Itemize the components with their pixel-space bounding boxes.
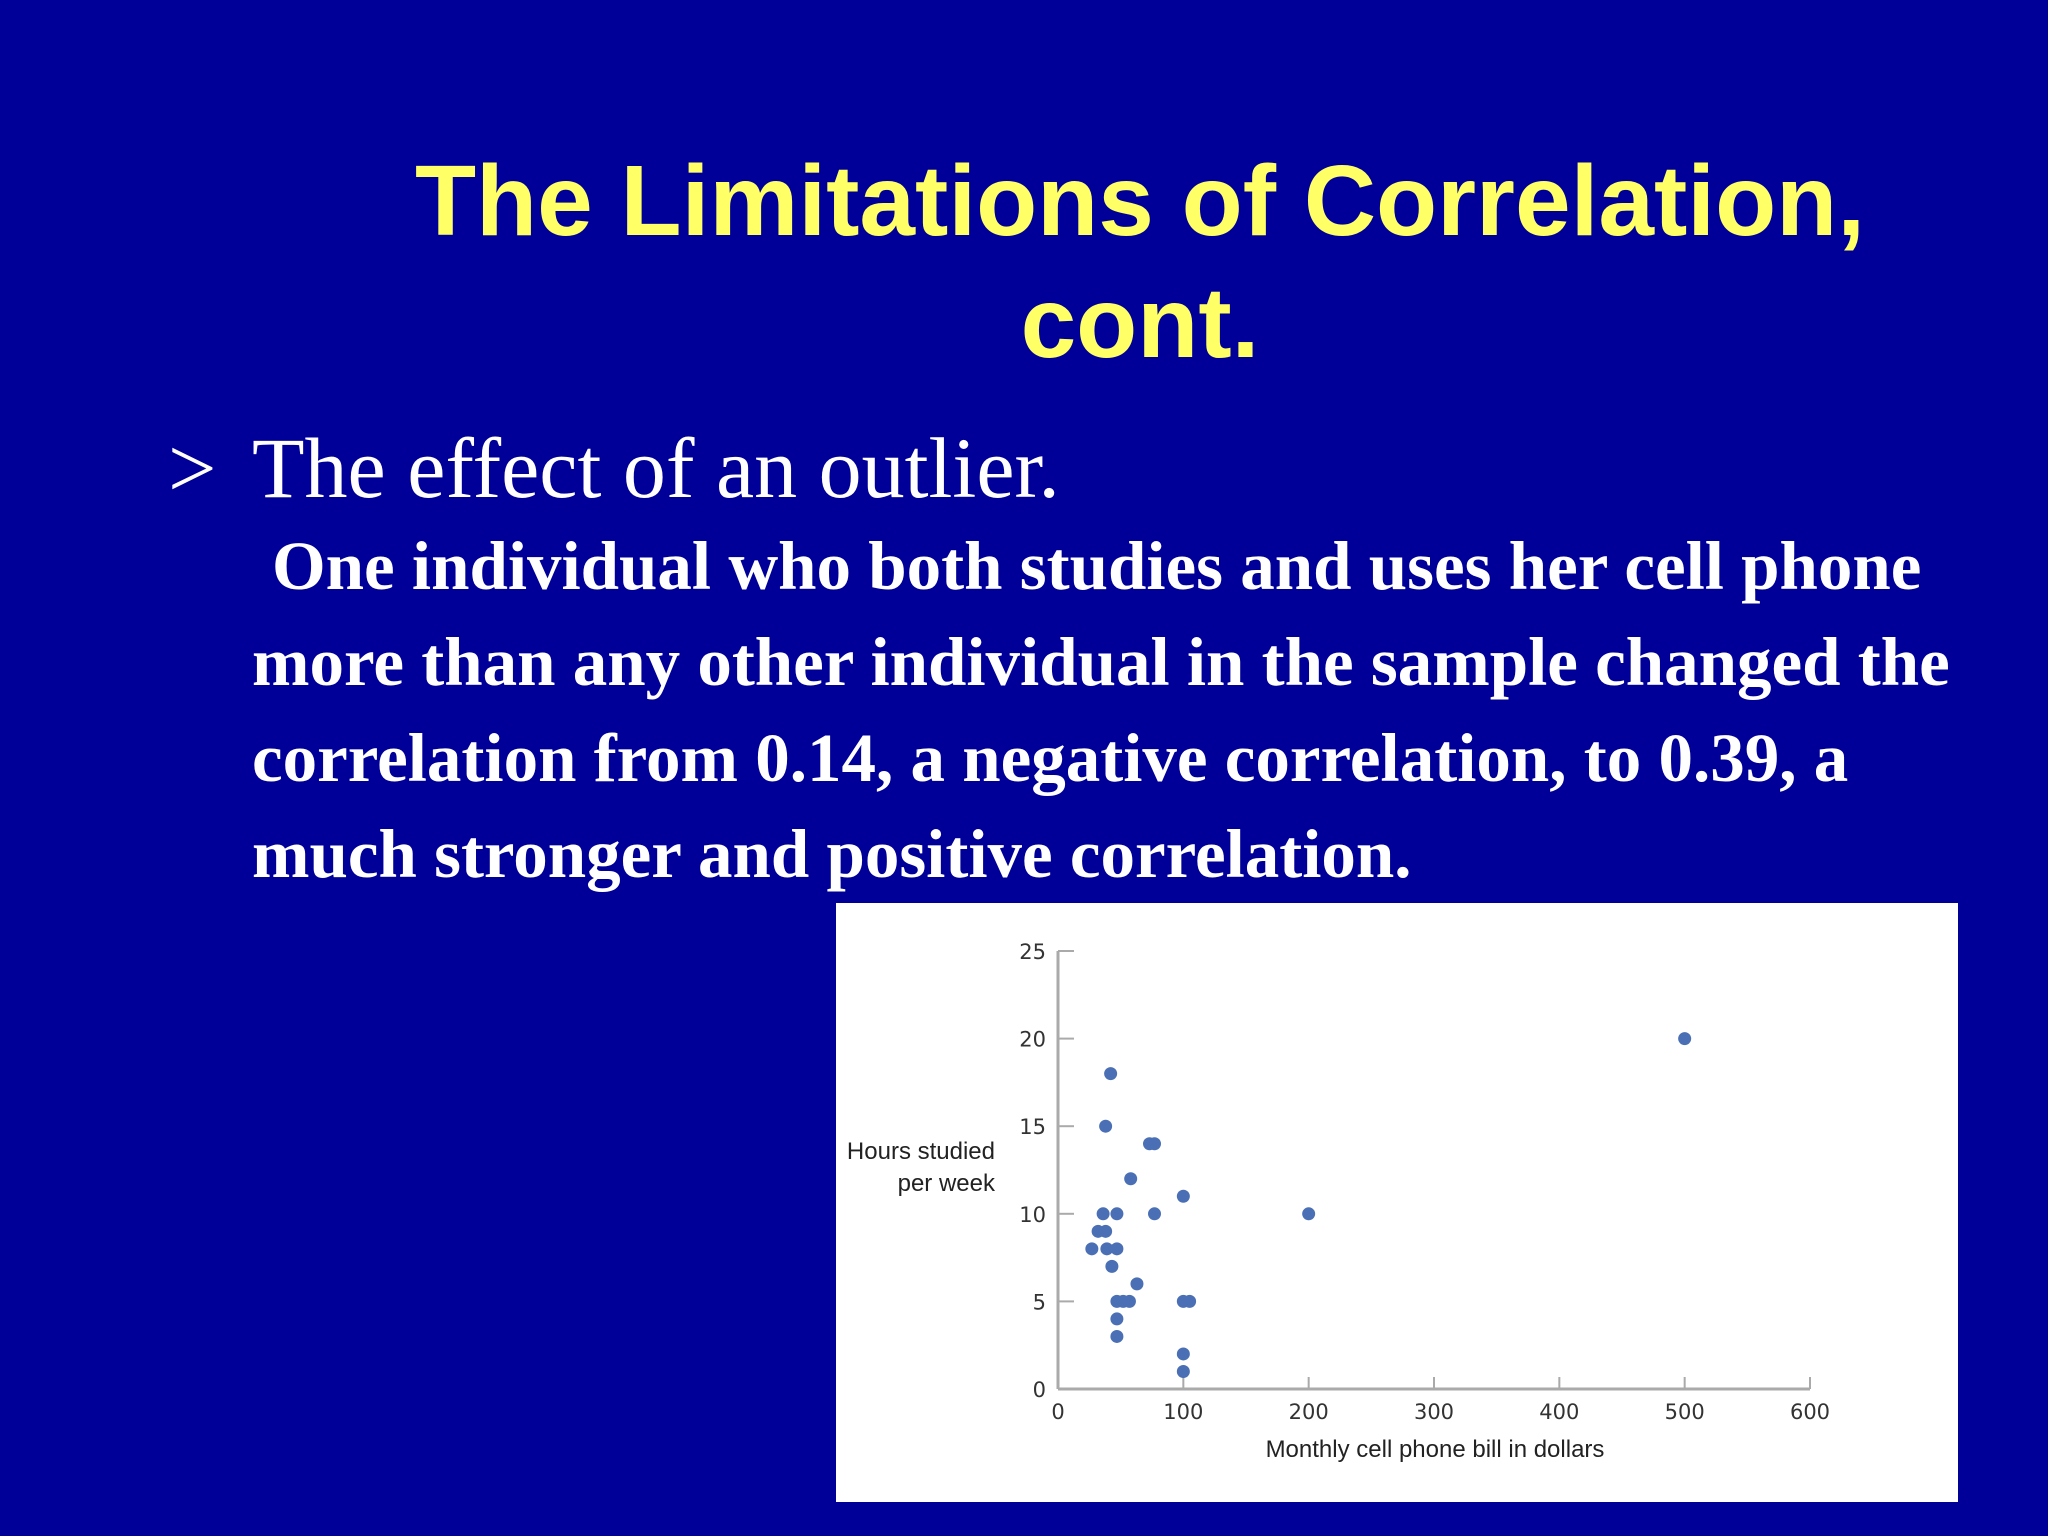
data-point xyxy=(1105,1259,1119,1273)
data-point xyxy=(1176,1189,1190,1203)
data-point xyxy=(1176,1347,1190,1361)
slide-title-line-2: cont. xyxy=(1020,267,1260,379)
y-tick-label: 0 xyxy=(1033,1378,1046,1402)
data-point xyxy=(1110,1312,1124,1326)
slide-title: The Limitations of Correlation, cont. xyxy=(330,140,1950,384)
bullet-text: The effect of an outlier. xyxy=(252,420,1060,516)
data-point xyxy=(1130,1277,1144,1291)
y-tick-label: 15 xyxy=(1019,1115,1046,1139)
y-tick-label: 25 xyxy=(1019,940,1046,964)
x-tick-label: 600 xyxy=(1790,1400,1830,1424)
data-point xyxy=(1122,1294,1136,1308)
scatter-chart-panel: Hours studied per week Monthly cell phon… xyxy=(836,903,1958,1502)
x-axis-title: Monthly cell phone bill in dollars xyxy=(1266,1436,1605,1463)
data-point xyxy=(1678,1032,1692,1046)
data-point xyxy=(1100,1242,1114,1256)
y-axis-title: Hours studied per week xyxy=(847,1138,996,1197)
x-tick-label: 500 xyxy=(1665,1400,1705,1424)
scatter-chart: Hours studied per week Monthly cell phon… xyxy=(847,940,1830,1463)
data-point xyxy=(1110,1242,1124,1256)
data-point xyxy=(1096,1207,1110,1221)
data-point xyxy=(1302,1207,1316,1221)
x-tick-label: 400 xyxy=(1539,1400,1579,1424)
y-tick-label: 20 xyxy=(1019,1028,1046,1052)
data-point xyxy=(1099,1224,1113,1238)
bullet-marker: > xyxy=(168,420,217,516)
data-point xyxy=(1099,1119,1113,1133)
data-point xyxy=(1110,1207,1124,1221)
data-point xyxy=(1110,1329,1124,1343)
data-point xyxy=(1085,1242,1099,1256)
y-tick-label: 10 xyxy=(1019,1203,1046,1227)
data-point xyxy=(1148,1207,1162,1221)
data-point xyxy=(1183,1294,1197,1308)
x-tick-label: 0 xyxy=(1051,1400,1064,1424)
data-point xyxy=(1124,1172,1138,1186)
body-paragraph: One individual who both studies and uses… xyxy=(252,528,1950,892)
axes: 0 100 200 300 400 500 600 0 5 10 15 20 25 xyxy=(1019,940,1830,1424)
data-point xyxy=(1104,1067,1118,1081)
data-point xyxy=(1148,1137,1162,1151)
x-tick-label: 200 xyxy=(1289,1400,1329,1424)
x-tick-label: 100 xyxy=(1163,1400,1203,1424)
x-tick-label: 300 xyxy=(1414,1400,1454,1424)
data-point xyxy=(1176,1364,1190,1378)
y-axis-title-line-2: per week xyxy=(898,1170,996,1197)
y-axis-title-line-1: Hours studied xyxy=(847,1138,995,1165)
data-points xyxy=(1085,1032,1692,1378)
y-tick-label: 5 xyxy=(1033,1290,1046,1314)
slide-title-line-1: The Limitations of Correlation, xyxy=(414,145,1866,257)
